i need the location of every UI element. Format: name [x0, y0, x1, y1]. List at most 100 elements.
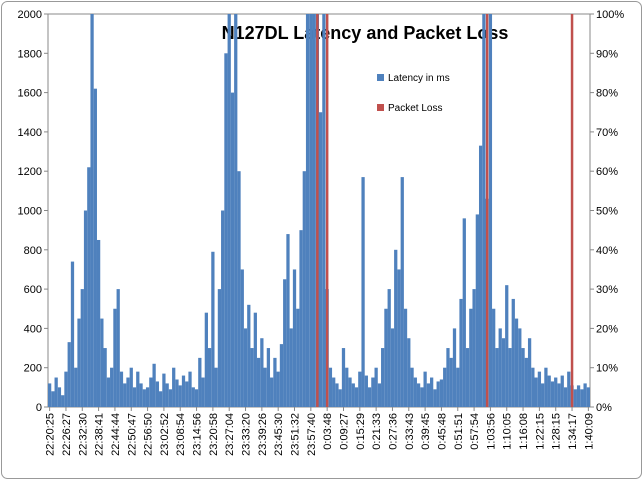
x-tick-label: 22:50:47 [126, 413, 138, 456]
latency-bar [586, 387, 590, 407]
y-tick-label: 1400 [18, 127, 42, 139]
latency-bar [247, 304, 251, 407]
x-tick-label: 22:38:41 [94, 413, 106, 456]
latency-bar [537, 371, 542, 407]
latency-bar [328, 367, 333, 407]
latency-bar [446, 348, 450, 407]
latency-bar [145, 387, 150, 407]
x-tick-label: 0:03:48 [322, 413, 334, 450]
latency-bar [132, 387, 137, 407]
x-tick-label: 23:51:32 [290, 413, 302, 456]
latency-bar [518, 328, 522, 407]
x-tick-label: 23:14:56 [192, 413, 204, 456]
x-tick-label: 22:20:25 [45, 413, 57, 456]
latency-bar [374, 367, 378, 407]
latency-bar [475, 214, 479, 407]
y-tick-label: 200 [24, 363, 42, 375]
latency-bar [423, 371, 427, 407]
latency-bar [557, 383, 561, 407]
legend-swatch [377, 74, 384, 81]
latency-bar [256, 357, 261, 407]
latency-bar [377, 383, 382, 407]
latency-bar [96, 239, 101, 407]
latency-bar [113, 308, 117, 407]
latency-bar [116, 289, 120, 407]
latency-bar [279, 344, 284, 407]
latency-bar [302, 171, 306, 407]
latency-bar [103, 348, 107, 407]
x-tick-label: 22:32:30 [77, 413, 89, 456]
latency-bar [433, 389, 437, 407]
latency-bar [263, 367, 267, 407]
y2-tick-label: 0% [596, 402, 612, 414]
x-tick-label: 0:45:48 [436, 413, 448, 450]
latency-bar [443, 367, 447, 407]
latency-bar [576, 385, 581, 407]
latency-bar [430, 377, 434, 407]
latency-bar [420, 387, 424, 407]
y-tick-label: 800 [24, 245, 42, 257]
latency-bar [188, 371, 192, 407]
latency-bar [178, 385, 182, 407]
latency-bar [508, 348, 512, 407]
latency-bar [335, 383, 339, 407]
latency-bar [505, 285, 509, 407]
latency-bar [583, 383, 587, 407]
latency-bar [511, 298, 515, 407]
latency-bar [221, 210, 225, 407]
latency-bar [217, 289, 222, 407]
x-tick-label: 1:34:17 [567, 413, 579, 450]
latency-bar [175, 379, 179, 407]
latency-bar [296, 308, 300, 407]
x-tick-label: 0:57:54 [469, 413, 481, 450]
latency-bar [162, 373, 166, 407]
latency-bar [573, 389, 577, 407]
latency-bar [286, 234, 290, 407]
latency-bar [309, 14, 313, 407]
legend-swatch [377, 104, 384, 111]
y2-tick-label: 60% [596, 166, 618, 178]
latency-bar [77, 318, 81, 407]
latency-bar [136, 371, 140, 407]
loss-bar [485, 14, 489, 407]
latency-bar [449, 357, 453, 407]
x-tick-label: 0:09:27 [338, 413, 350, 450]
latency-bar [354, 387, 359, 407]
latency-bar [439, 379, 444, 407]
y-tick-label: 1800 [18, 48, 42, 60]
latency-bar [185, 381, 189, 407]
latency-bar [106, 377, 111, 407]
loss-bar [570, 14, 574, 407]
latency-bar [57, 387, 62, 407]
x-tick-label: 22:56:50 [143, 413, 155, 456]
latency-bar [381, 348, 385, 407]
latency-bar [191, 387, 195, 407]
latency-bar [567, 371, 571, 407]
y2-tick-label: 100% [596, 9, 624, 21]
latency-bar [48, 383, 52, 407]
latency-bar [472, 289, 476, 407]
latency-bar [64, 371, 68, 407]
y-tick-label: 600 [24, 284, 42, 296]
x-tick-label: 23:33:20 [241, 413, 253, 456]
x-tick-label: 0:51:51 [453, 413, 465, 450]
latency-bar [563, 387, 568, 407]
latency-bar [168, 389, 173, 407]
x-tick-label: 23:20:58 [208, 413, 220, 456]
latency-bar [410, 367, 414, 407]
y2-tick-label: 50% [596, 206, 618, 218]
latency-bar [514, 318, 519, 407]
latency-bar [580, 389, 584, 407]
latency-bar [250, 348, 254, 407]
latency-bar [87, 167, 91, 407]
latency-bar [521, 348, 525, 407]
latency-bar [384, 308, 388, 407]
x-tick-label: 1:10:05 [502, 413, 514, 450]
chart-title: N127DL Latency and Packet Loss [222, 23, 509, 43]
latency-bar [341, 348, 346, 407]
x-tick-label: 0:27:36 [387, 413, 399, 450]
y2-tick-label: 80% [596, 88, 618, 100]
latency-bar [495, 348, 499, 407]
latency-bar [149, 377, 153, 407]
latency-bar [400, 177, 404, 407]
